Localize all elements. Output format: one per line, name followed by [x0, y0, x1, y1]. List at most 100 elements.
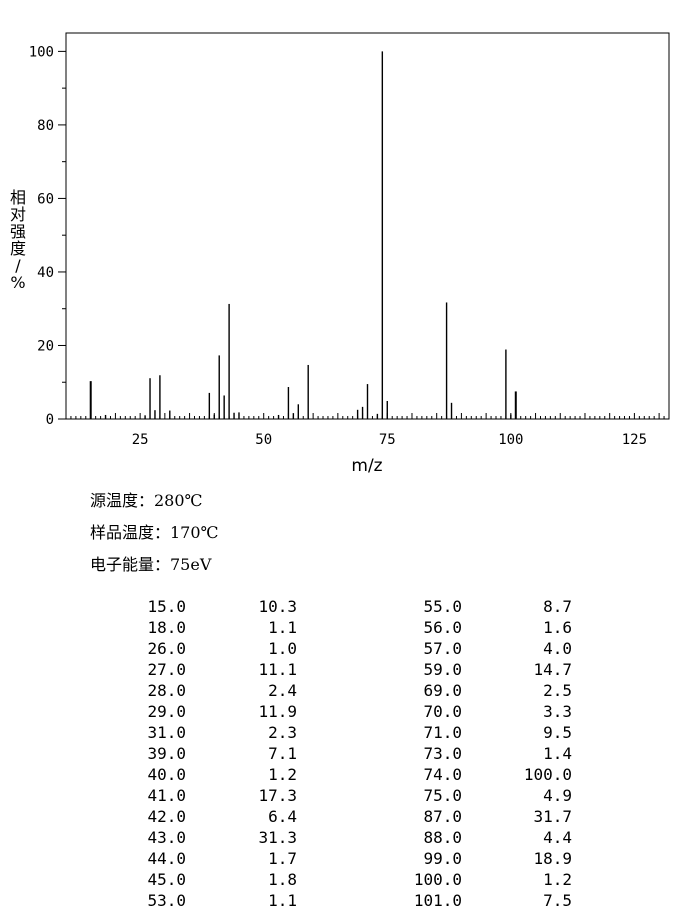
peak-table-row: 73.0 1.4: [400, 743, 572, 764]
electron-energy: 电子能量：75eV: [90, 551, 211, 575]
y-axis-label-char: 度: [10, 239, 26, 258]
peak-abundance: 11.9: [258, 702, 297, 721]
peak-table-row: 99.0 18.9: [400, 848, 572, 869]
peak-table-row: 100.0 1.2: [400, 869, 572, 890]
peak-table-row: 53.0 1.1: [130, 890, 297, 911]
peak-table-row: 43.0 31.3: [130, 827, 297, 848]
sample-temperature: 样品温度：170℃: [90, 519, 218, 543]
peak-table-row: 18.0 1.1: [130, 617, 297, 638]
x-axis-label: m/z: [351, 456, 382, 476]
peak-mz: 27.0: [147, 660, 186, 679]
peak-table-row: 27.0 11.1: [130, 659, 297, 680]
peak-mz: 44.0: [147, 849, 186, 868]
peak-mz: 101.0: [413, 891, 462, 910]
peak-table-row: 70.0 3.3: [400, 701, 572, 722]
y-tick-label: 0: [46, 412, 54, 428]
peak-table-row: 88.0 4.4: [400, 827, 572, 848]
peak-mz: 53.0: [147, 891, 186, 910]
peak-abundance: 4.9: [543, 786, 572, 805]
peak-mz: 42.0: [147, 807, 186, 826]
peak-mz: 28.0: [147, 681, 186, 700]
peak-abundance: 1.0: [268, 639, 297, 658]
y-axis-label-char: %: [10, 273, 25, 292]
x-axis-ticks: 25 50 75 100 125: [65, 413, 670, 448]
peak-abundance: 2.3: [268, 723, 297, 742]
peak-abundance: 100.0: [523, 765, 572, 784]
peak-mz: 43.0: [147, 828, 186, 847]
peak-table-row: 26.0 1.0: [130, 638, 297, 659]
peak-abundance: 1.2: [543, 870, 572, 889]
peak-abundance: 1.6: [543, 618, 572, 637]
source-temperature: 源温度：280℃: [90, 487, 202, 511]
peak-abundance: 1.1: [268, 618, 297, 637]
peak-table-row: 31.0 2.3: [130, 722, 297, 743]
peak-abundance: 17.3: [258, 786, 297, 805]
peak-mz: 31.0: [147, 723, 186, 742]
peak-table-row: 74.0 100.0: [400, 764, 572, 785]
peak-mz: 71.0: [423, 723, 462, 742]
source-temperature-text: 源温度：280℃: [90, 491, 203, 510]
peak-mz: 69.0: [423, 681, 462, 700]
peak-mz: 15.0: [147, 597, 186, 616]
y-tick-label: 100: [29, 44, 54, 60]
y-axis-ticks: 0 20 40 60 80 100: [29, 44, 66, 428]
peak-abundance: 1.1: [268, 891, 297, 910]
peak-table-row: 57.0 4.0: [400, 638, 572, 659]
plot-frame: [65, 32, 670, 420]
peak-abundance: 4.4: [543, 828, 572, 847]
peak-table-row: 29.0 11.9: [130, 701, 297, 722]
y-axis-label-char: 强: [10, 222, 26, 241]
peak-abundance: 18.9: [533, 849, 572, 868]
peak-mz: 26.0: [147, 639, 186, 658]
peak-mz: 40.0: [147, 765, 186, 784]
peak-abundance: 1.2: [268, 765, 297, 784]
peak-mz: 73.0: [423, 744, 462, 763]
electron-energy-text: 电子能量：75eV: [90, 555, 212, 574]
x-tick-label: 125: [622, 432, 647, 448]
peak-mz: 18.0: [147, 618, 186, 637]
peak-table-row: 15.0 10.3: [130, 596, 297, 617]
peak-table-row: 56.0 1.6: [400, 617, 572, 638]
peak-mz: 70.0: [423, 702, 462, 721]
peak-mz: 59.0: [423, 660, 462, 679]
spectrum-peaks: [89, 51, 517, 419]
peak-abundance: 2.5: [543, 681, 572, 700]
peak-mz: 74.0: [423, 765, 462, 784]
peak-abundance: 9.5: [543, 723, 572, 742]
peak-abundance: 7.1: [268, 744, 297, 763]
peak-table-row: 75.0 4.9: [400, 785, 572, 806]
y-tick-label: 20: [37, 338, 54, 354]
peak-abundance: 11.1: [258, 660, 297, 679]
y-tick-label: 40: [37, 265, 54, 281]
y-axis-label-char: 对: [10, 205, 26, 224]
peak-table-row: 101.0 7.5: [400, 890, 572, 911]
y-axis-label-char: 相: [10, 188, 26, 207]
peak-table-left: 15.0 10.3 18.0 1.1 26.0 1.0 27.0 11.1 28.0 2.4 29.…: [130, 596, 297, 911]
sample-temperature-text: 样品温度：170℃: [90, 523, 219, 542]
peak-mz: 88.0: [423, 828, 462, 847]
peak-table-row: 39.0 7.1: [130, 743, 297, 764]
peak-table-right: 55.0 8.7 56.0 1.6 57.0 4.0 59.0 14.7 69.0 2.5 70.0…: [400, 596, 572, 911]
peak-table-row: 69.0 2.5: [400, 680, 572, 701]
peak-mz: 87.0: [423, 807, 462, 826]
x-tick-label: 75: [379, 432, 396, 448]
peak-mz: 57.0: [423, 639, 462, 658]
peak-abundance: 1.4: [543, 744, 572, 763]
peak-abundance: 2.4: [268, 681, 297, 700]
peak-table-row: 59.0 14.7: [400, 659, 572, 680]
peak-table-row: 44.0 1.7: [130, 848, 297, 869]
peak-table-row: 87.0 31.7: [400, 806, 572, 827]
peak-abundance: 1.7: [268, 849, 297, 868]
peak-mz: 41.0: [147, 786, 186, 805]
peak-mz: 55.0: [423, 597, 462, 616]
mass-spectrum-chart: 0 20 40 60 80 100 25 50 75 100 125 m/z 相对强度/%: [10, 32, 670, 476]
peak-table-row: 55.0 8.7: [400, 596, 572, 617]
y-tick-label: 80: [37, 118, 54, 134]
peak-mz: 100.0: [413, 870, 462, 889]
x-tick-label: 50: [255, 432, 272, 448]
peak-mz: 39.0: [147, 744, 186, 763]
peak-abundance: 14.7: [533, 660, 572, 679]
x-tick-label: 25: [132, 432, 149, 448]
x-tick-label: 100: [498, 432, 523, 448]
peak-table-row: 42.0 6.4: [130, 806, 297, 827]
